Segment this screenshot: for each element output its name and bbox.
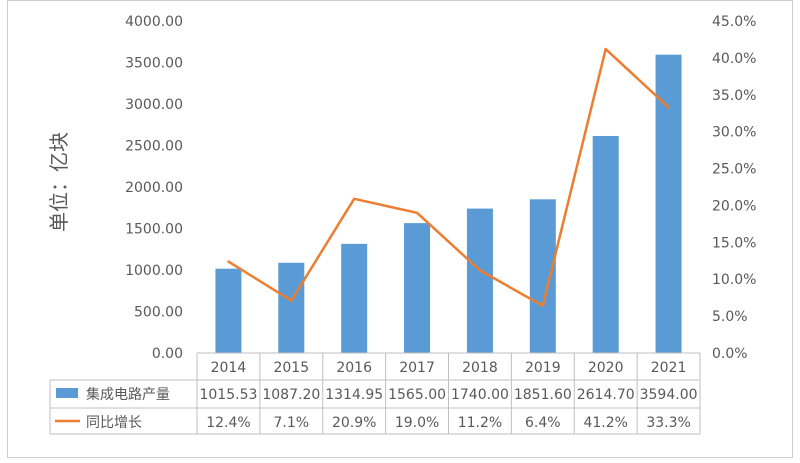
table-value: 12.4% [206,415,250,431]
bar [404,223,431,353]
table-value: 1087.20 [262,387,320,403]
table-value: 6.4% [525,415,561,431]
x-tick-label: 2014 [211,360,247,376]
y2-tick-label: 30.0% [712,125,756,141]
y-tick-label: 1500.00 [125,222,183,238]
y-tick-label: 4000.00 [125,14,183,30]
x-tick-label: 2015 [273,360,309,376]
table-value: 33.3% [646,415,690,431]
y-tick-label: 500.00 [134,305,183,321]
x-tick-label: 2018 [462,360,498,376]
x-tick-label: 2021 [651,360,687,376]
y2-tick-label: 20.0% [712,198,756,214]
bar [592,135,619,353]
bar [529,199,556,353]
bar [278,262,305,353]
table-value: 3594.00 [640,387,698,403]
table-value: 7.1% [274,415,310,431]
y-axis-ticks: 0.00 500.00 1000.00 1500.00 2000.00 2500.00 30… [125,14,183,362]
x-tick-label: 2019 [525,360,561,376]
y-axis-label: 单位：亿块 [47,132,71,232]
y-tick-label: 3500.00 [125,56,183,72]
table-value: 1851.60 [514,387,572,403]
table-value: 1314.95 [325,387,383,403]
legend-label: 集成电路产量 [86,386,170,403]
y-tick-label: 2000.00 [125,180,183,196]
y-tick-label: 2500.00 [125,139,183,155]
table-value: 20.9% [332,415,376,431]
chart-frame [7,0,793,458]
y-tick-label: 0.00 [152,346,183,362]
line-point [290,299,293,302]
line-point [604,47,607,51]
x-tick-label: 2016 [336,360,372,376]
table-value: 1015.53 [199,387,257,403]
y2-axis-ticks: 0.0% 5.0% 10.0% 15.0% 20.0% 25.0% 30.0% 35.0% 40… [712,14,756,362]
line-path [227,47,670,308]
bar [215,268,242,353]
y2-tick-label: 10.0% [712,272,756,288]
line-point [541,304,545,307]
y-tick-label: 1000.00 [125,263,183,279]
table-value: 11.2% [458,415,502,431]
legend-label: 同比增长 [86,415,142,431]
y2-tick-label: 40.0% [712,51,756,67]
y2-tick-label: 25.0% [712,162,756,178]
y2-tick-label: 45.0% [712,14,756,30]
y2-tick-label: 35.0% [712,88,756,104]
line-point [352,197,356,201]
bar [655,54,682,354]
table-value: 19.0% [395,415,439,431]
bar [341,243,368,353]
line-point [415,211,419,215]
line-series [227,47,670,308]
line-point [667,106,670,109]
table-value: 1740.00 [451,387,509,403]
y2-tick-label: 5.0% [712,309,748,325]
line-point [478,269,482,272]
legend-swatch-bar [56,388,78,398]
table-value: 1565.00 [388,387,446,403]
y2-tick-label: 0.0% [712,346,748,362]
bar [466,208,493,353]
data-table: 2014 2015 2016 2017 2018 2019 2020 2021 集成电路产量同比… [49,352,701,435]
y-tick-label: 3000.00 [125,97,183,113]
bar-series [215,54,682,354]
table-value: 41.2% [583,415,627,431]
line-point [227,260,230,263]
y2-tick-label: 15.0% [712,235,756,251]
table-value: 2614.70 [577,387,635,403]
x-tick-label: 2017 [399,360,435,376]
x-tick-label: 2020 [588,360,624,376]
